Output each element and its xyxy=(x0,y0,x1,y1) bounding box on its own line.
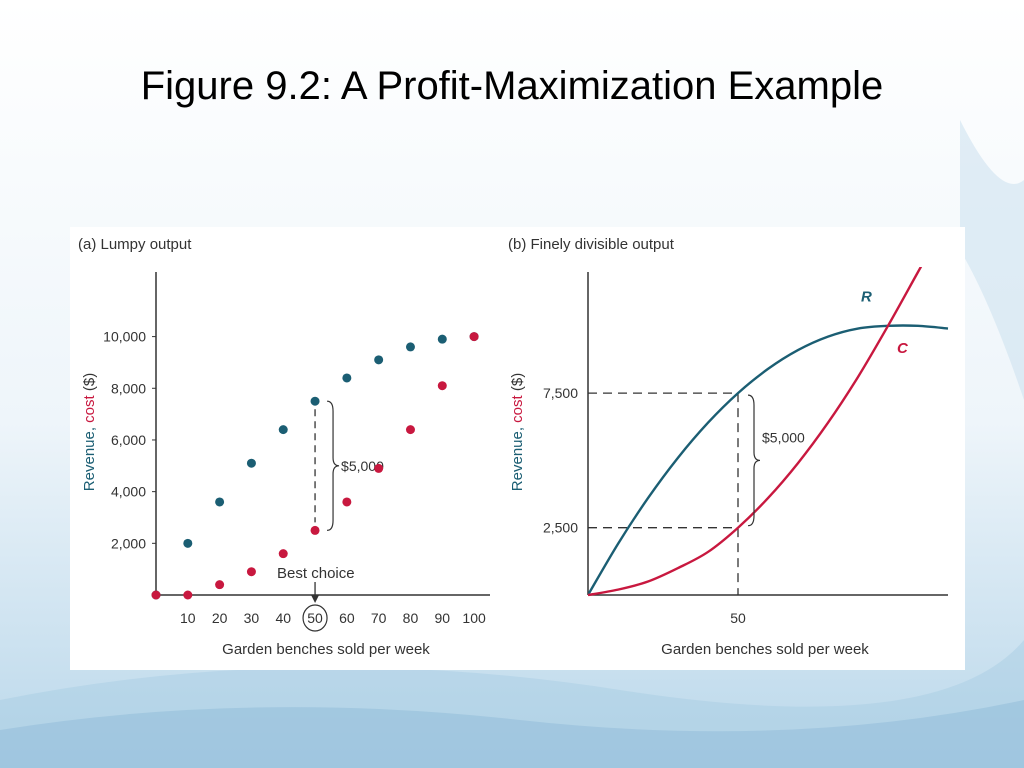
chart-b-y-axis-label: Revenue, cost ($) xyxy=(509,373,526,491)
figure-svg: (a) Lumpy output 2,000 4,000 6,000 8,000 10,… xyxy=(78,236,949,658)
cost-point xyxy=(246,567,256,577)
chart-finely-divisible-output: (b) Finely divisible output 2,500 7,500 5… xyxy=(508,236,949,658)
y-tick-label: 4,000 xyxy=(111,484,146,500)
cost-point xyxy=(151,590,161,600)
x-tick-label: 50 xyxy=(730,610,746,626)
cost-point xyxy=(437,381,447,391)
best-choice-label: Best choice xyxy=(277,565,355,582)
x-tick-label: 30 xyxy=(244,610,260,626)
chart-a-y-axis-label: Revenue, cost ($) xyxy=(81,373,98,491)
y-label-unit-part: ($) xyxy=(81,373,98,396)
gap-brace xyxy=(326,400,340,531)
revenue-point xyxy=(278,425,288,435)
chart-a-title: (a) Lumpy output xyxy=(78,236,192,253)
cost-curve-label: C xyxy=(897,340,909,357)
cost-curve xyxy=(588,267,923,597)
y-label-cost-part: cost xyxy=(81,394,98,422)
slide-title: Figure 9.2: A Profit-Maximization Exampl… xyxy=(140,64,884,108)
x-tick-label: 10 xyxy=(180,610,196,626)
chart-b-title: (b) Finely divisible output xyxy=(508,236,675,253)
cost-point xyxy=(215,580,225,590)
chart-b-x-axis-label: Garden benches sold per week xyxy=(661,641,869,658)
y-label-revenue-part: Revenue, xyxy=(81,423,98,491)
cost-point xyxy=(183,590,193,600)
gap-label: $5,000 xyxy=(762,429,805,445)
x-tick-label: 80 xyxy=(403,610,419,626)
y-label-unit-part: ($) xyxy=(509,373,526,396)
revenue-curve-label: R xyxy=(861,289,872,306)
revenue-point xyxy=(374,355,384,365)
cost-point xyxy=(469,332,479,342)
cost-point xyxy=(310,525,320,535)
cost-point xyxy=(278,549,288,559)
revenue-point xyxy=(215,497,225,507)
x-tick-label: 50 xyxy=(307,610,323,626)
revenue-curve xyxy=(588,324,949,596)
revenue-point xyxy=(405,342,415,352)
x-tick-label: 70 xyxy=(371,610,387,626)
revenue-point xyxy=(342,373,352,383)
x-tick-label: 100 xyxy=(462,610,486,626)
gap-label: $5,000 xyxy=(341,458,384,474)
y-tick-label: 2,500 xyxy=(543,520,578,536)
best-choice-arrowhead xyxy=(311,595,320,603)
y-label-revenue-part: Revenue, xyxy=(509,423,526,491)
cost-point xyxy=(374,463,384,473)
chart-a-x-axis-label: Garden benches sold per week xyxy=(222,641,430,658)
x-tick-label: 60 xyxy=(339,610,355,626)
y-tick-label: 10,000 xyxy=(103,329,146,345)
revenue-point xyxy=(437,334,447,344)
x-tick-label: 20 xyxy=(212,610,228,626)
x-tick-label: 40 xyxy=(275,610,291,626)
gap-brace xyxy=(747,394,761,527)
x-tick-label: 90 xyxy=(434,610,450,626)
revenue-point xyxy=(310,396,320,406)
y-tick-label: 8,000 xyxy=(111,380,146,396)
y-tick-label: 2,000 xyxy=(111,535,146,551)
y-label-cost-part: cost xyxy=(509,394,526,422)
best-choice-circle xyxy=(302,604,328,632)
cost-point xyxy=(342,497,352,507)
figure-panel: (a) Lumpy output 2,000 4,000 6,000 8,000 10,… xyxy=(70,227,965,670)
revenue-point xyxy=(246,458,256,468)
revenue-point xyxy=(183,538,193,548)
y-tick-label: 6,000 xyxy=(111,432,146,448)
chart-lumpy-output: (a) Lumpy output 2,000 4,000 6,000 8,000 10,… xyxy=(78,236,490,658)
cost-point xyxy=(405,425,415,435)
y-tick-label: 7,500 xyxy=(543,385,578,401)
